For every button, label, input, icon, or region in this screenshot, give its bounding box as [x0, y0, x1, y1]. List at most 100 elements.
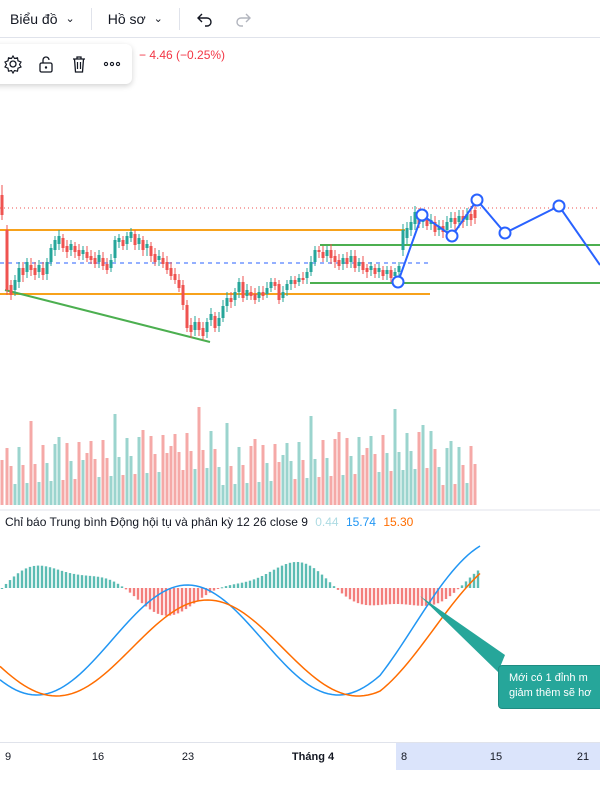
- pattern-point: [415, 208, 429, 222]
- macd-histogram-bar: [132, 588, 136, 597]
- volume-bar: [321, 440, 325, 505]
- volume-bar: [229, 466, 233, 505]
- time-axis[interactable]: 9 16 23 Tháng 4 8 15 21: [0, 742, 600, 770]
- volume-bar: [69, 461, 73, 505]
- candle-body: [337, 260, 341, 266]
- macd-histogram-bar: [420, 588, 424, 606]
- macd-histogram-bar: [344, 588, 348, 597]
- candle-body: [425, 220, 429, 226]
- volume-bar: [173, 434, 177, 505]
- candle-body: [249, 292, 253, 296]
- volume-bar: [85, 453, 89, 505]
- volume-bar: [185, 433, 189, 505]
- macd-histogram-bar: [48, 567, 52, 588]
- volume-bar: [469, 446, 473, 505]
- volume-bar: [9, 466, 13, 505]
- time-tick: 9: [4, 751, 12, 763]
- macd-histogram-bar: [340, 588, 344, 594]
- unlock-icon[interactable]: [32, 50, 60, 78]
- macd-histogram-bar: [112, 581, 116, 588]
- macd-histogram-bar: [220, 587, 224, 589]
- volume-bar: [397, 452, 401, 505]
- undo-icon[interactable]: [186, 0, 224, 38]
- macd-histogram-bar: [80, 575, 84, 588]
- macd-histogram-bar: [44, 566, 48, 588]
- candle-body: [237, 282, 241, 292]
- volume-bar: [65, 443, 69, 505]
- macd-histogram-bar: [276, 567, 280, 588]
- macd-histogram-bar: [400, 588, 404, 605]
- volume-bar: [257, 482, 261, 505]
- volume-bar: [13, 484, 17, 505]
- volume-bar: [317, 477, 321, 505]
- chart-menu-label: Biểu đồ: [10, 10, 58, 27]
- volume-bar: [61, 480, 65, 505]
- candle-body: [73, 246, 77, 252]
- macd-histogram-bar: [164, 588, 168, 616]
- macd-histogram-bar: [312, 568, 316, 588]
- profile-menu-button[interactable]: Hồ sơ ⌄: [98, 0, 173, 38]
- macd-histogram-bar: [148, 588, 152, 610]
- volume-bar: [301, 460, 305, 505]
- volume-bar: [389, 471, 393, 505]
- macd-histogram-bar: [376, 588, 380, 606]
- volume-bar: [117, 457, 121, 505]
- candle-body: [345, 258, 349, 264]
- candle-body: [397, 266, 401, 272]
- volume-bar: [433, 449, 437, 505]
- callout-annotation[interactable]: Mới có 1 đỉnh m giảm thêm sẽ hơ: [498, 665, 600, 709]
- redo-icon[interactable]: [224, 0, 262, 38]
- candle-body: [189, 325, 193, 332]
- macd-histogram-bar: [332, 586, 336, 588]
- candle-body: [221, 306, 225, 318]
- volume-bar: [121, 475, 125, 505]
- price-change-text: − 4.46 (−0.25%): [139, 48, 225, 62]
- macd-histogram-bar: [108, 579, 112, 588]
- volume-bar: [105, 458, 109, 505]
- price-chart[interactable]: [0, 38, 600, 742]
- candle-body: [341, 258, 345, 264]
- macd-histogram-bar: [300, 562, 304, 588]
- macd-histogram-bar: [260, 575, 264, 588]
- macd-histogram-bar: [160, 588, 164, 616]
- volume-bar: [393, 409, 397, 505]
- volume-bar: [277, 462, 281, 505]
- candle-body: [281, 292, 285, 298]
- candle-body: [465, 214, 469, 220]
- chart-menu-button[interactable]: Biểu đồ ⌄: [0, 0, 85, 38]
- candle-body: [293, 280, 297, 284]
- candle-body: [21, 268, 25, 275]
- macd-histogram-bar: [320, 574, 324, 588]
- candle-body: [305, 272, 309, 278]
- volume-bar: [5, 448, 9, 505]
- candle-body: [261, 292, 265, 296]
- macd-histogram-bar: [280, 565, 284, 588]
- volume-bar: [49, 481, 53, 505]
- candle-body: [225, 298, 229, 306]
- more-options-icon[interactable]: [98, 50, 126, 78]
- time-tick: 15: [489, 751, 503, 763]
- volume-bar: [181, 470, 185, 505]
- candle-body: [325, 250, 329, 256]
- macd-histogram-bar: [64, 572, 68, 588]
- candle-body: [457, 216, 461, 222]
- candle-body: [201, 328, 205, 336]
- candle-body: [205, 322, 209, 332]
- time-range-highlight: [396, 743, 600, 770]
- macd-params: 12 26 close 9: [236, 515, 308, 529]
- candle-body: [9, 285, 13, 295]
- candle-body: [121, 240, 125, 246]
- macd-histogram-bar: [224, 586, 228, 588]
- macd-histogram-bar: [384, 588, 388, 605]
- volume-bar: [97, 477, 101, 505]
- pattern-point: [445, 229, 459, 243]
- volume-bar: [305, 478, 309, 505]
- volume-bar: [441, 485, 445, 505]
- toolbar-divider: [178, 7, 180, 30]
- gear-icon[interactable]: [0, 50, 27, 78]
- candle-body: [217, 318, 221, 326]
- volume-bar: [449, 441, 453, 505]
- candle-body: [289, 280, 293, 284]
- trash-icon[interactable]: [65, 50, 93, 78]
- candle-body: [5, 230, 9, 290]
